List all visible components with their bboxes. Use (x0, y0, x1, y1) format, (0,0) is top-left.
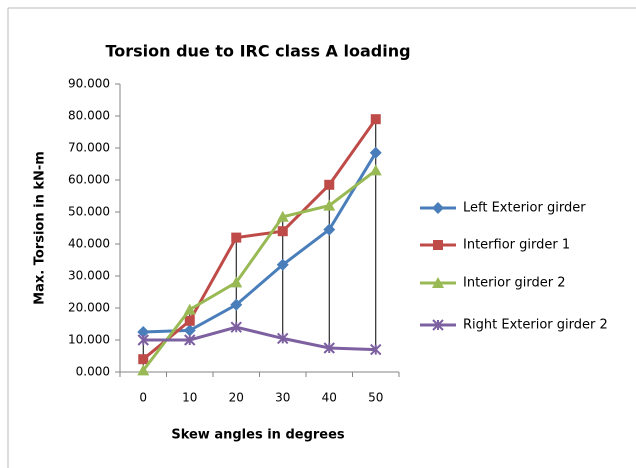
legend-label: Right Exterior girder 2 (463, 318, 608, 333)
data-point (369, 146, 382, 159)
data-point (323, 223, 336, 236)
data-point (183, 324, 196, 337)
series-line (143, 325, 376, 352)
x-tick-label: 40 (322, 391, 337, 405)
x-tick-label: 50 (368, 391, 383, 405)
legend-label: Interfior girder 1 (463, 238, 570, 253)
data-point (277, 332, 289, 345)
legend-marker (432, 319, 444, 331)
legend-label: Left Exterior girder (463, 201, 586, 216)
data-point (138, 354, 149, 365)
chart-title: Torsion due to IRC class A loading (105, 42, 410, 61)
x-tick-label: 30 (275, 391, 290, 405)
data-point (276, 258, 289, 271)
y-tick-label: 90.000 (68, 77, 110, 91)
data-point (184, 315, 195, 326)
data-point (184, 334, 196, 346)
data-point (324, 179, 335, 190)
x-tick-label: 10 (182, 391, 197, 405)
legend-marker (432, 277, 444, 288)
y-tick-label: 20.000 (68, 301, 110, 315)
legend-marker (432, 202, 444, 214)
y-tick-label: 70.000 (68, 141, 110, 155)
x-tick-label: 0 (139, 391, 147, 405)
data-point (137, 326, 150, 338)
data-point (137, 334, 149, 346)
data-point (137, 364, 150, 376)
y-tick-label: 40.000 (68, 237, 110, 251)
series-line (142, 169, 377, 372)
data-point (230, 321, 242, 333)
data-point (231, 232, 242, 243)
y-tick-label: 30.000 (68, 269, 110, 283)
y-axis-label: Max. Torsion in kN-m (33, 151, 48, 305)
y-tick-label: 10.000 (68, 333, 110, 347)
data-point (323, 199, 336, 211)
data-point (277, 226, 288, 237)
data-point (370, 114, 381, 125)
series-line (142, 118, 377, 361)
data-point (323, 342, 335, 354)
data-point (276, 210, 289, 222)
data-point (230, 298, 243, 311)
series-line (143, 152, 378, 334)
legend-marker (433, 240, 443, 250)
data-point (230, 276, 243, 288)
y-tick-label: 50.000 (68, 205, 110, 219)
y-tick-label: 0.000 (76, 365, 110, 379)
x-tick-label: 20 (229, 391, 244, 405)
legend-label: Interior girder 2 (463, 276, 566, 291)
y-tick-label: 60.000 (68, 173, 110, 187)
data-point (369, 164, 382, 176)
data-point (183, 303, 196, 315)
x-axis-label: Skew angles in degrees (171, 428, 345, 443)
y-tick-label: 80.000 (68, 109, 110, 123)
data-point (370, 343, 382, 356)
